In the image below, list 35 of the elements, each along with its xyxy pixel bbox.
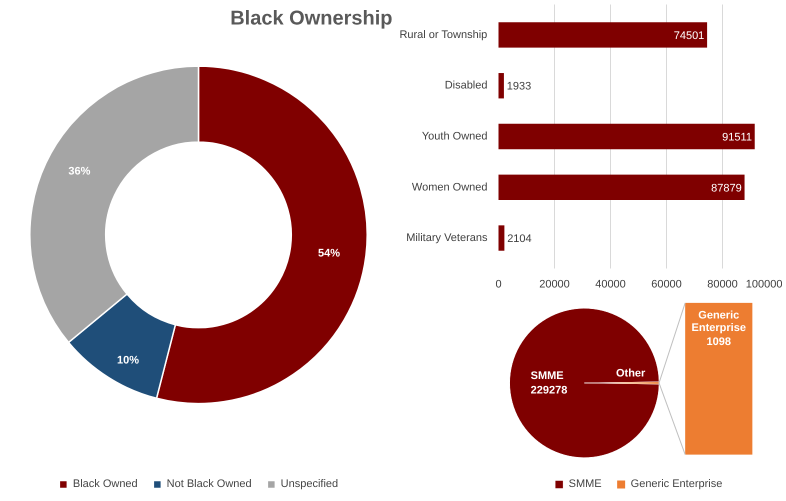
chart-title: Black Ownership (230, 8, 393, 30)
data-label: 1098 (706, 336, 732, 348)
data-label: 10% (116, 354, 140, 367)
y-tick-label: Youth Owned (422, 130, 488, 142)
data-label: 91511 (722, 132, 752, 144)
data-label: 2104 (507, 233, 532, 246)
bar (498, 174, 745, 200)
bar (498, 73, 504, 98)
x-tick-label: 40000 (595, 278, 626, 290)
y-tick-label: Women Owned (412, 181, 488, 194)
slice-label: Generic Enterprise (692, 310, 746, 334)
x-tick-label: 20000 (539, 278, 570, 290)
bar (498, 22, 708, 48)
data-label: 87879 (711, 182, 742, 194)
y-tick-label: Rural or Township (399, 28, 488, 41)
x-tick-label: 100000 (746, 278, 783, 290)
data-label: 54% (318, 248, 340, 260)
x-tick-label: 0 (495, 278, 502, 290)
data-label: 74501 (674, 30, 704, 42)
text: Other (616, 368, 646, 380)
legend-label: Black Owned (72, 478, 138, 490)
legend-label: SMME (568, 478, 602, 490)
data-label: 229278 (530, 384, 568, 397)
data-label: 1933 (506, 80, 532, 93)
data-label: 36% (68, 166, 91, 178)
bar (498, 225, 504, 251)
slice-label: SMME (530, 370, 564, 382)
x-tick-label: 60000 (651, 278, 682, 290)
legend-label: Unspecified (280, 478, 338, 490)
legend-label: Generic Enterprise (630, 478, 722, 490)
y-tick-label: Military Veterans (406, 232, 488, 244)
legend-label: Not Black Owned (166, 478, 252, 490)
x-tick-label: 80000 (707, 278, 738, 290)
bar (498, 124, 755, 150)
y-tick-label: Disabled (444, 80, 488, 92)
